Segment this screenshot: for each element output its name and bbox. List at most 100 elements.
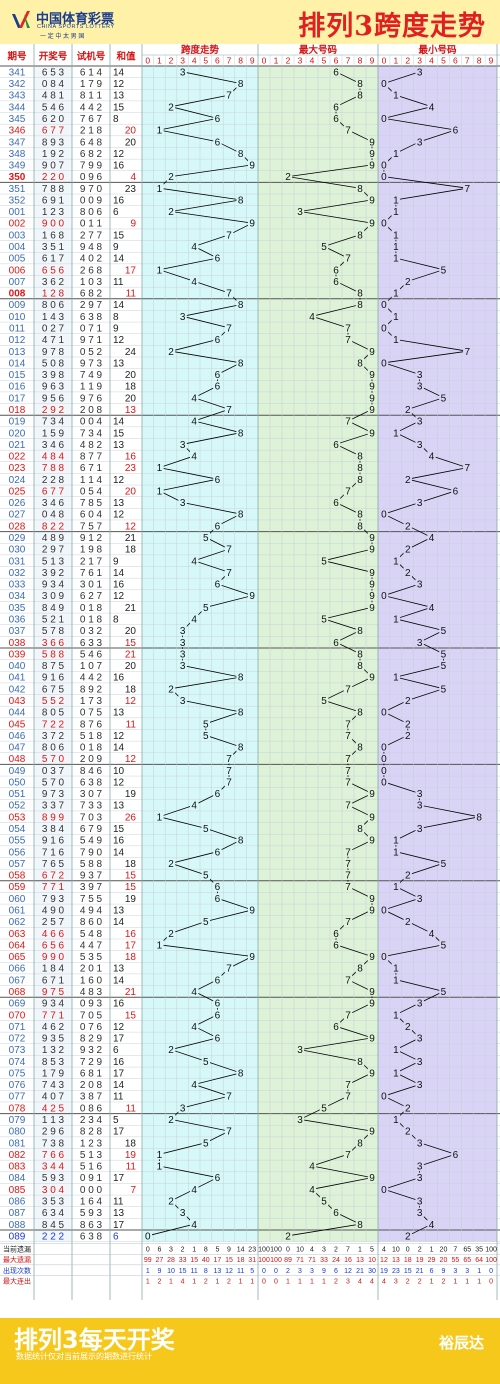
issue-cell: 082 <box>9 1150 26 1161</box>
max-point: 9 <box>369 1068 375 1079</box>
min-point: 1 <box>393 428 399 439</box>
min-point-bg <box>403 1021 412 1032</box>
header-min: 最小号码 <box>418 44 457 56</box>
min-point-bg <box>391 672 401 683</box>
draw-cell: 6 5 6 <box>42 265 65 276</box>
trial-cell: 8 2 8 <box>80 1127 103 1138</box>
trial-cell: 7 4 9 <box>80 370 103 381</box>
stats-value: 2 <box>204 1278 208 1285</box>
trial-cell: 0 1 1 <box>80 219 103 230</box>
sum-cell: 6 <box>113 207 119 218</box>
trial-cell: 8 0 6 <box>80 207 103 218</box>
max-point-bg <box>355 78 365 89</box>
header-max: 最大号码 <box>299 44 338 56</box>
draw-cell: 1 2 3 <box>42 207 65 218</box>
draw-cell: 7 6 5 <box>42 859 65 870</box>
draw-cell: 5 9 3 <box>42 1173 65 1184</box>
max-point: 9 <box>369 195 375 206</box>
span-point-bg <box>201 730 210 741</box>
issue-cell: 014 <box>9 358 26 369</box>
sum-cell: 21 <box>125 603 137 614</box>
trial-cell: 1 7 9 <box>80 79 103 90</box>
sum-cell: 18 <box>125 382 137 393</box>
issue-cell: 041 <box>9 673 26 684</box>
issue-cell: 044 <box>9 708 26 719</box>
sum-cell: 9 <box>113 242 119 253</box>
issue-cell: 350 <box>9 172 26 183</box>
sum-cell: 8 <box>113 615 119 626</box>
min-point: 3 <box>417 1138 423 1149</box>
stats-value: 100 <box>258 1257 270 1264</box>
trial-cell: 0 5 2 <box>80 347 103 358</box>
span-point-bg <box>201 718 210 729</box>
min-point: 5 <box>441 626 447 637</box>
min-point: 1 <box>393 242 399 253</box>
span-point: 9 <box>249 952 255 963</box>
span-point-bg <box>178 637 187 648</box>
sum-cell: 11 <box>126 1103 137 1114</box>
stats-value: 3 <box>322 1247 326 1254</box>
span-point-bg <box>190 276 199 287</box>
min-point-bg <box>391 253 401 264</box>
draw-cell: 5 8 8 <box>42 649 65 660</box>
span-point-bg <box>190 613 199 624</box>
trial-cell: 1 0 3 <box>80 277 103 288</box>
min-point-bg <box>391 1009 401 1020</box>
span-point: 7 <box>226 754 232 765</box>
stats-value: 3 <box>453 1268 457 1275</box>
trial-cell: 1 6 4 <box>80 1197 103 1208</box>
sum-cell: 14 <box>113 975 125 986</box>
issue-cell: 020 <box>9 428 26 439</box>
min-point: 1 <box>393 882 399 893</box>
sum-cell: 21 <box>125 649 137 660</box>
issue-cell: 081 <box>9 1138 26 1149</box>
max-point-bg <box>319 555 329 566</box>
min-point-bg <box>379 765 389 776</box>
max-point-bg <box>355 520 365 531</box>
min-point-bg <box>379 509 389 520</box>
stats-value: 0 <box>262 1278 266 1285</box>
trial-cell: 2 1 8 <box>80 126 103 137</box>
min-point-bg <box>427 450 436 461</box>
sum-cell: 9 <box>113 556 119 567</box>
span-point: 7 <box>226 545 232 556</box>
stats-value: 12 <box>344 1268 352 1275</box>
trial-cell: 6 7 9 <box>80 824 103 835</box>
sum-cell: 13 <box>113 906 125 917</box>
issue-cell: 345 <box>9 114 26 125</box>
sum-cell: 8 <box>113 312 119 323</box>
draw-cell: 9 7 3 <box>42 789 65 800</box>
min-point-bg <box>415 381 424 392</box>
min-point-bg <box>379 357 389 368</box>
digit-header-span: 4 <box>192 56 197 66</box>
draw-cell: 9 7 5 <box>42 987 65 998</box>
draw-cell: 6 9 1 <box>42 195 65 206</box>
issue-cell: 348 <box>9 149 26 160</box>
trial-cell: 3 0 7 <box>80 789 103 800</box>
stats-value: 3 <box>346 1278 350 1285</box>
min-point: 3 <box>417 1197 423 1208</box>
issue-cell: 024 <box>9 475 26 486</box>
span-point: 8 <box>238 836 244 847</box>
min-point: 0 <box>381 300 387 311</box>
max-point: 9 <box>369 894 375 905</box>
issue-cell: 013 <box>9 347 26 358</box>
min-point-bg <box>391 555 401 566</box>
draw-cell: 9 9 0 <box>42 952 65 963</box>
draw-cell: 9 6 3 <box>42 382 65 393</box>
draw-cell: 9 3 5 <box>42 1034 65 1045</box>
sum-cell: 11 <box>113 277 124 288</box>
trial-cell: 2 9 7 <box>80 300 103 311</box>
max-point: 9 <box>369 789 375 800</box>
issue-cell: 060 <box>9 894 26 905</box>
min-point-bg <box>415 497 424 508</box>
span-point-bg <box>190 800 199 811</box>
trial-cell: 7 0 3 <box>80 812 103 823</box>
span-point-bg <box>213 136 222 147</box>
span-point: 8 <box>238 1068 244 1079</box>
footer-brand: 裕辰达 <box>438 1334 484 1352</box>
draw-cell: 4 0 7 <box>42 1092 65 1103</box>
draw-cell: 3 5 3 <box>42 1197 65 1208</box>
draw-cell: 7 2 2 <box>42 719 65 730</box>
sum-cell: 15 <box>113 102 125 113</box>
